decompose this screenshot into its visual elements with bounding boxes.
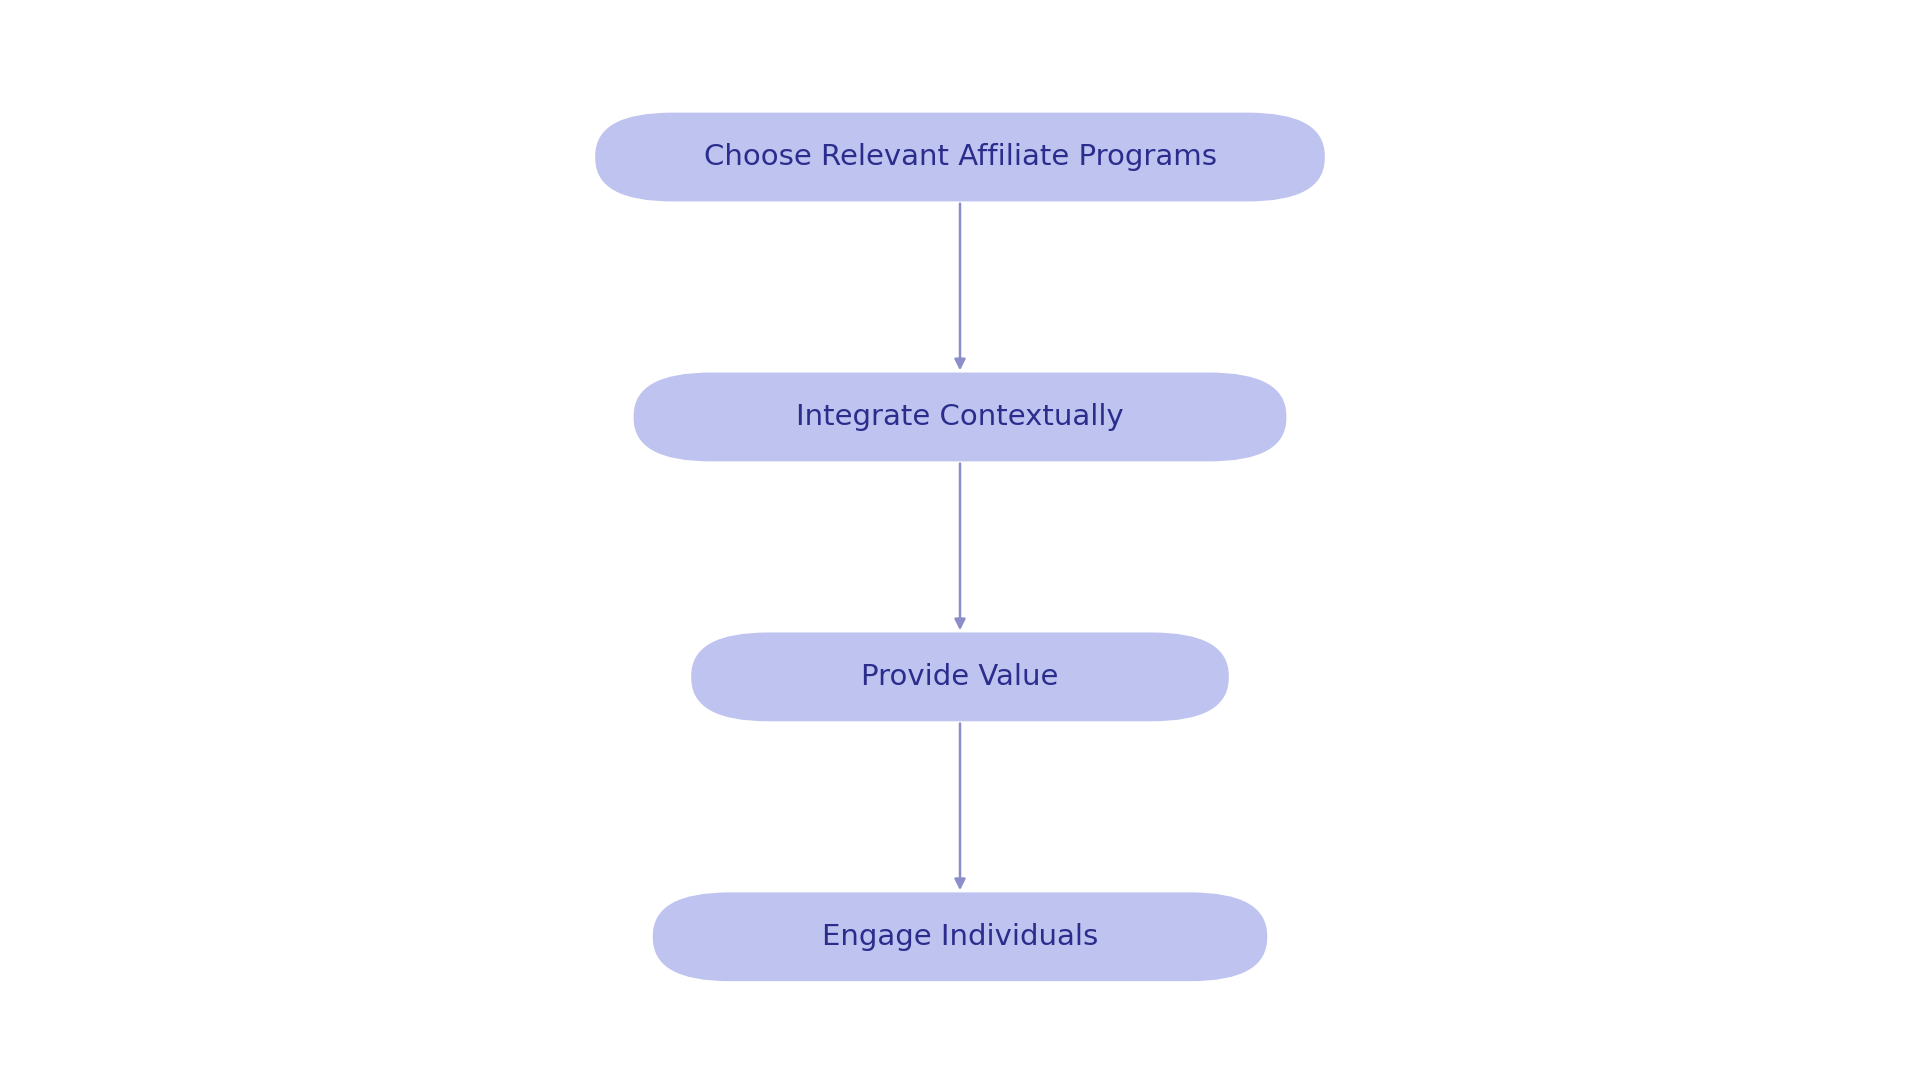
Text: Provide Value: Provide Value <box>862 663 1058 691</box>
Text: Choose Relevant Affiliate Programs: Choose Relevant Affiliate Programs <box>703 143 1217 171</box>
FancyBboxPatch shape <box>691 632 1229 721</box>
Text: Engage Individuals: Engage Individuals <box>822 923 1098 951</box>
FancyBboxPatch shape <box>653 892 1267 981</box>
FancyBboxPatch shape <box>595 113 1325 201</box>
FancyBboxPatch shape <box>634 373 1286 461</box>
Text: Integrate Contextually: Integrate Contextually <box>797 403 1123 431</box>
